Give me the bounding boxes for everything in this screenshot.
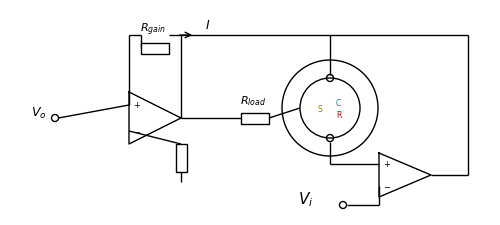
Text: $+$: $+$ bbox=[383, 159, 391, 169]
Text: R: R bbox=[336, 112, 342, 121]
Text: $R_{gain}$: $R_{gain}$ bbox=[140, 22, 166, 38]
Text: $-$: $-$ bbox=[383, 182, 391, 191]
Bar bbox=[141, 43, 169, 54]
Text: $+$: $+$ bbox=[133, 100, 141, 110]
Text: $-$: $-$ bbox=[133, 126, 141, 135]
Text: $I$: $I$ bbox=[205, 19, 210, 32]
Text: C: C bbox=[336, 99, 341, 108]
Text: $V_o$: $V_o$ bbox=[32, 106, 47, 121]
Bar bbox=[176, 144, 186, 172]
Text: $R_{load}$: $R_{load}$ bbox=[240, 94, 266, 108]
Text: S: S bbox=[318, 104, 323, 113]
Text: $V_i$: $V_i$ bbox=[298, 191, 313, 209]
Bar bbox=[241, 112, 269, 124]
